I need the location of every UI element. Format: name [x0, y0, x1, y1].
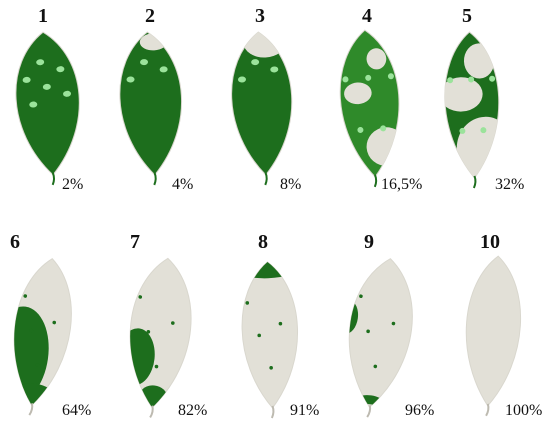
speck	[52, 320, 57, 325]
leaf-6	[4, 258, 72, 416]
leaf-stem	[28, 403, 34, 416]
speck	[391, 321, 396, 326]
lesion-spot	[22, 76, 31, 83]
speck	[29, 328, 34, 333]
leaf-number: 2	[145, 5, 155, 27]
lesion-spot	[380, 125, 387, 132]
leaf-3	[231, 30, 293, 186]
leaf-stem	[51, 172, 56, 186]
speck	[269, 366, 273, 370]
leaf-4	[339, 29, 405, 188]
lesion-spot	[140, 59, 149, 66]
leaf-stem	[485, 403, 490, 417]
leaf-blade	[465, 255, 522, 407]
speck	[23, 294, 28, 298]
lesion-spot	[56, 66, 65, 73]
leaf-8	[239, 261, 301, 419]
lesion-spot	[357, 126, 364, 133]
speck	[245, 301, 250, 305]
lesion-spot	[251, 59, 260, 66]
speck	[146, 329, 151, 334]
lesion-spot	[42, 83, 51, 90]
speck	[171, 321, 175, 325]
leaf-number: 3	[255, 5, 265, 27]
severity-label: 32%	[495, 176, 524, 193]
leaf-blade	[15, 31, 80, 176]
severity-label: 2%	[62, 176, 83, 193]
lesion-spot	[270, 66, 279, 73]
leaf-number: 1	[38, 5, 48, 27]
leaf-stem	[472, 175, 477, 189]
speck	[154, 364, 159, 369]
severity-label: 82%	[178, 402, 207, 419]
lesion-spot	[447, 77, 454, 84]
lesion-spot	[468, 76, 475, 83]
leaf-stem	[153, 172, 157, 186]
leaf-5	[442, 31, 502, 189]
severity-label: 96%	[405, 402, 434, 419]
leaf-blade	[241, 261, 298, 409]
leaf-blade	[119, 31, 182, 176]
speck	[138, 295, 143, 299]
lesion-spot	[387, 73, 394, 80]
leaf-2	[119, 31, 182, 186]
lesion-patch	[442, 77, 483, 112]
leaf-stem	[264, 172, 268, 186]
lesion-spot	[459, 127, 466, 134]
leaf-10	[465, 255, 522, 417]
lesion-spot	[63, 90, 72, 97]
severity-label: 64%	[62, 402, 91, 419]
lesion-spot	[36, 59, 45, 66]
leaf-number: 8	[258, 231, 268, 253]
lesion-spot	[480, 127, 487, 134]
leaf-number: 4	[362, 5, 372, 27]
leaf-number: 7	[130, 231, 140, 253]
leaf-stem	[366, 405, 372, 418]
severity-label: 91%	[290, 402, 319, 419]
speck	[257, 333, 262, 338]
speck	[278, 321, 283, 326]
leaf-number: 6	[10, 231, 20, 253]
severity-label: 4%	[172, 176, 193, 193]
speck	[366, 329, 370, 334]
leaf-stem	[373, 174, 378, 188]
lesion-patch	[366, 48, 387, 70]
severity-label: 100%	[505, 402, 542, 419]
speck	[359, 294, 363, 299]
severity-label: 16,5%	[381, 176, 422, 193]
leaf-stem	[149, 405, 154, 418]
lesion-patch	[344, 82, 372, 105]
lesion-spot	[365, 74, 372, 81]
lesion-spot	[126, 76, 135, 83]
leaf-blade	[348, 258, 413, 409]
healthy-tissue	[239, 261, 301, 279]
lesion-spot	[29, 101, 38, 108]
leaf-number: 10	[480, 231, 500, 253]
leaf-number: 9	[364, 231, 374, 253]
healthy-tissue	[4, 306, 49, 404]
lesion-spot	[489, 75, 496, 82]
leaf-7	[122, 257, 192, 418]
speck	[35, 363, 40, 367]
severity-label: 8%	[280, 176, 301, 193]
leaf-stem	[270, 405, 275, 419]
lesion-spot	[342, 76, 349, 83]
speck	[373, 364, 378, 369]
leaf-1	[15, 31, 80, 186]
leaf-number: 5	[462, 5, 472, 27]
lesion-spot	[159, 66, 168, 73]
lesion-spot	[237, 76, 246, 83]
leaf-9	[339, 258, 413, 418]
